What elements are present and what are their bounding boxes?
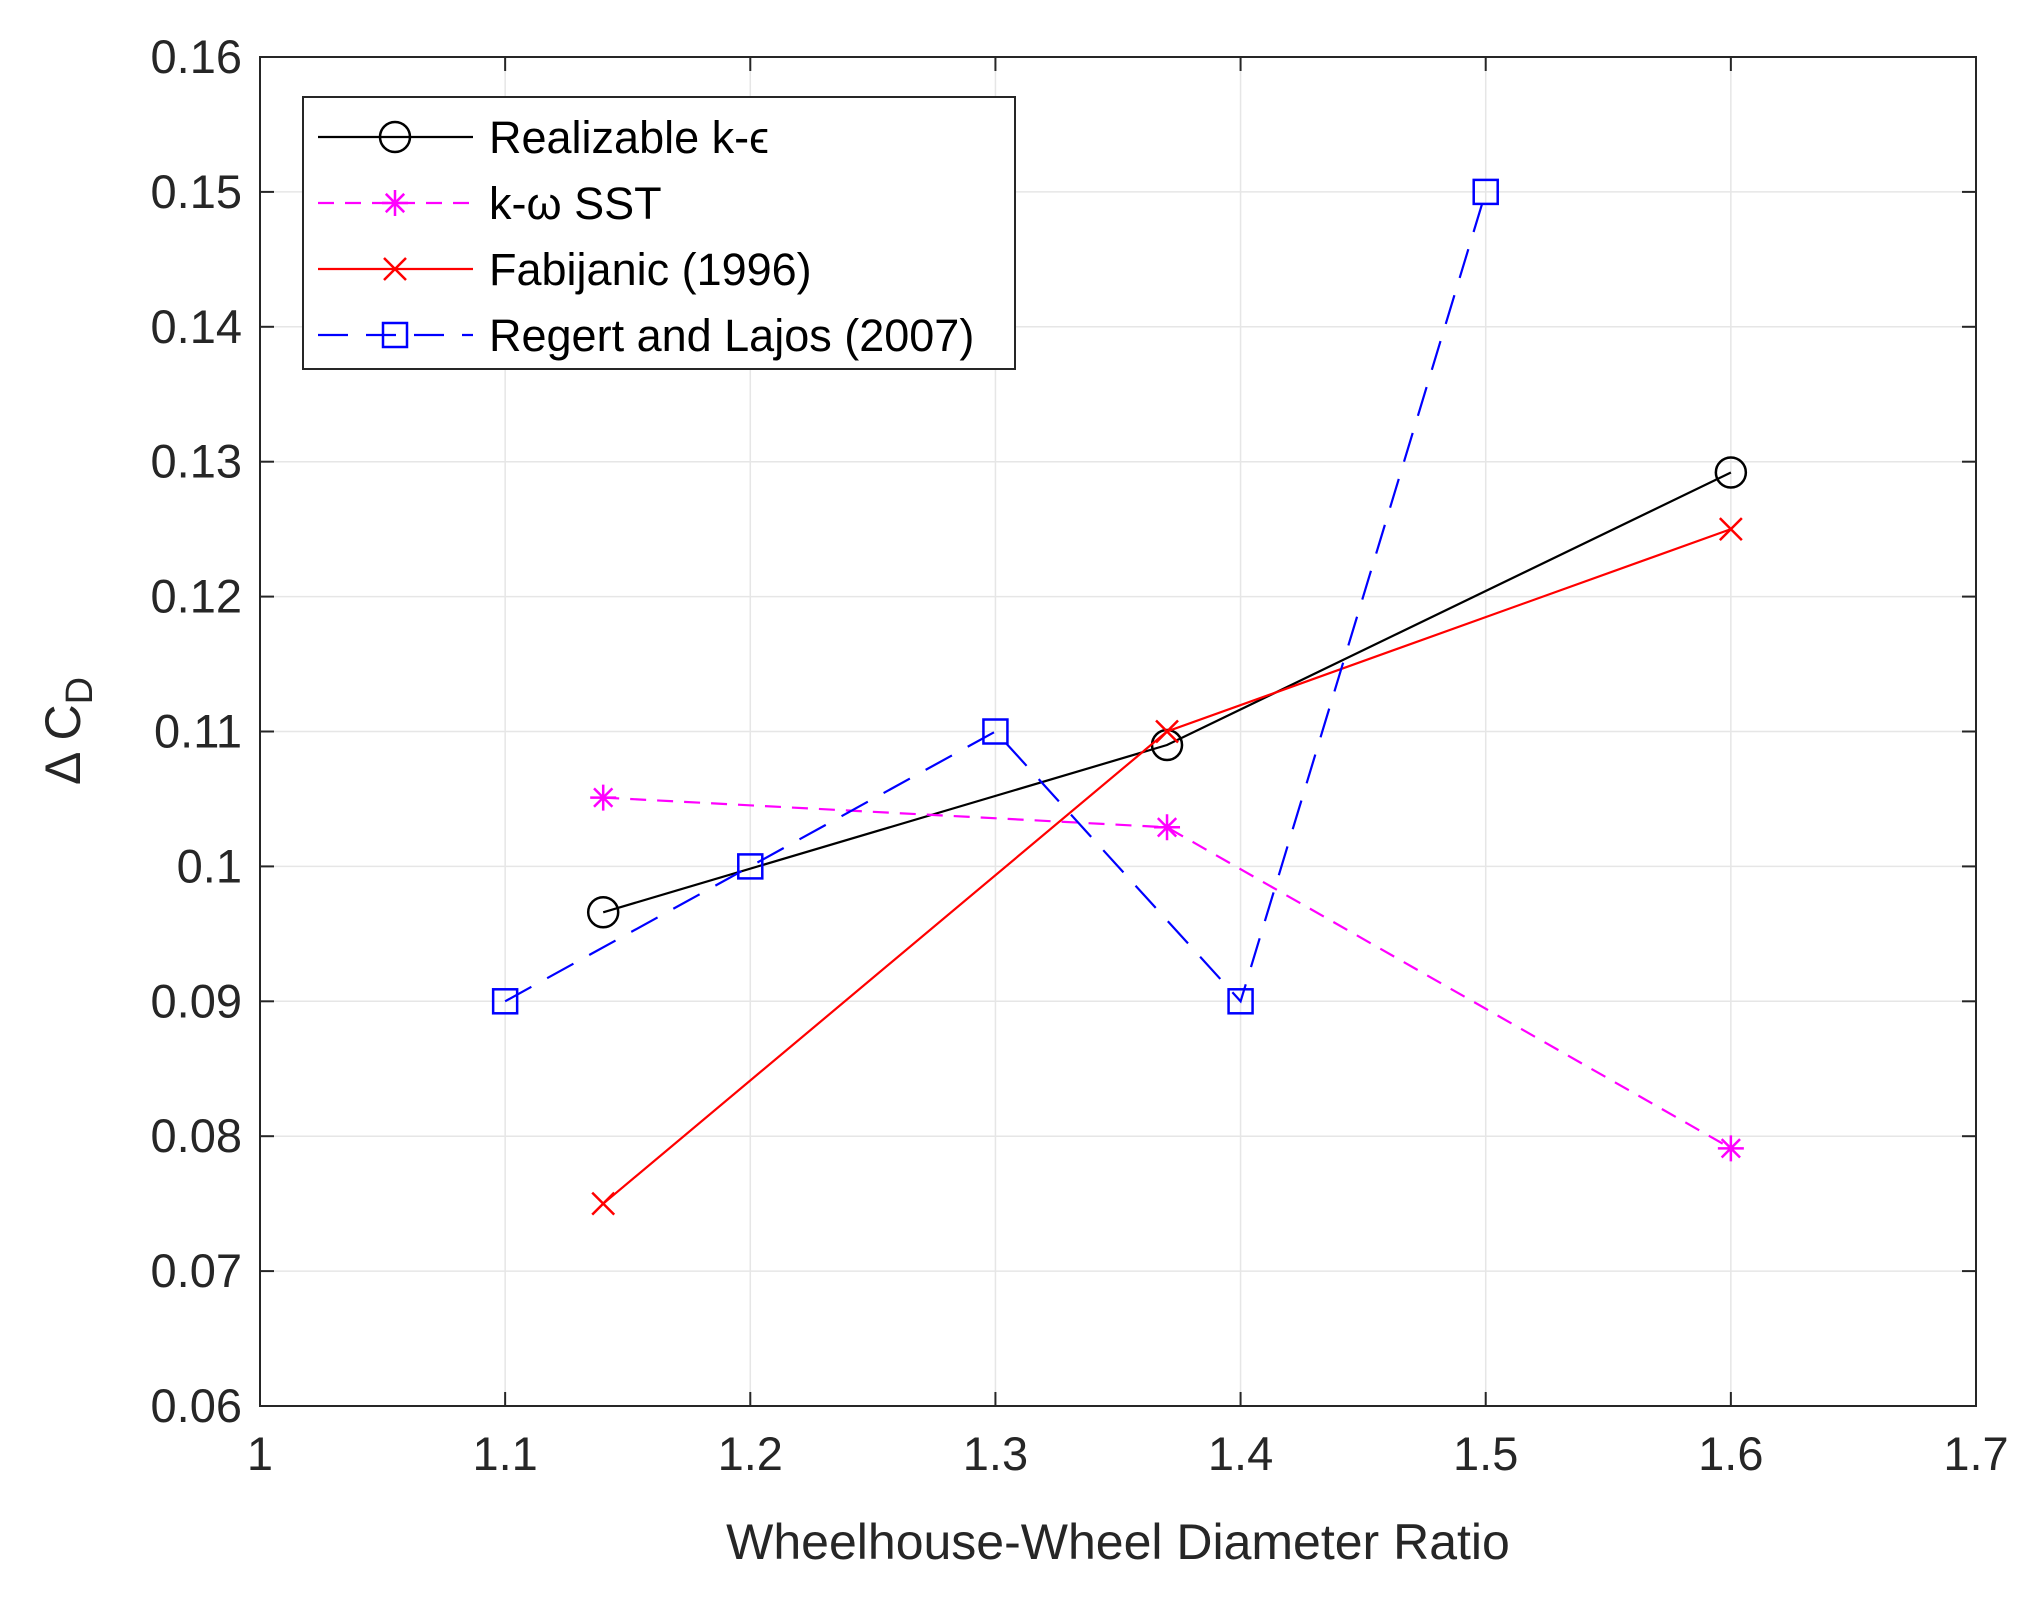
x-tick-label: 1.1 [472, 1427, 537, 1480]
y-axis-label: Δ CD [35, 677, 101, 785]
legend: Realizable k-ϵ k-ω SST Fabijanic (1996) Reg… [302, 96, 1016, 370]
legend-entry: Fabijanic (1996) [318, 244, 812, 295]
legend-label: Regert and Lajos (2007) [489, 310, 974, 361]
data-point [591, 1191, 616, 1216]
data-point [982, 718, 1009, 745]
legend-entries: Realizable k-ϵ k-ω SST Fabijanic (1996) Reg… [318, 112, 974, 361]
data-point [737, 853, 764, 880]
y-tick-label: 0.14 [151, 300, 242, 353]
legend-box [302, 96, 1016, 370]
legend-entry: k-ω SST [318, 178, 662, 229]
y-tick-label: 0.06 [151, 1379, 242, 1432]
data-point [491, 988, 519, 1015]
data-point [1472, 178, 1499, 206]
legend-marker [378, 120, 412, 154]
y-tick-label: 0.12 [151, 570, 242, 623]
y-tick-label: 0.1 [177, 839, 242, 892]
data-point [1154, 814, 1181, 841]
y-tick-label: 0.07 [151, 1244, 242, 1297]
y-tick-label: 0.08 [151, 1109, 242, 1162]
x-tick-label: 1.5 [1453, 1427, 1518, 1480]
y-tick-label: 0.13 [151, 435, 242, 488]
x-tick-label: 1.4 [1208, 1427, 1273, 1480]
data-point [1227, 988, 1254, 1015]
x-tick-label: 1.3 [963, 1427, 1028, 1480]
legend-marker [383, 257, 407, 281]
data-point [1714, 456, 1748, 489]
legend-label: Realizable k-ϵ [489, 112, 769, 163]
x-tick-label: 1 [247, 1427, 273, 1480]
series-2 [590, 784, 1744, 1162]
series-layer [491, 178, 1748, 1216]
data-point [590, 784, 617, 811]
legend-label: Fabijanic (1996) [489, 244, 812, 295]
series-line [602, 471, 1732, 914]
x-tick-label: 1.7 [1943, 1427, 2008, 1480]
data-point [1718, 517, 1743, 542]
data-point [586, 896, 620, 929]
legend-entry: Realizable k-ϵ [318, 112, 769, 163]
y-tick-label: 0.15 [151, 165, 242, 218]
y-tick-label: 0.11 [154, 705, 242, 758]
data-point [1717, 1135, 1744, 1162]
x-axis-label: Wheelhouse-Wheel Diameter Ratio [726, 1514, 1510, 1570]
series-3 [591, 517, 1743, 1216]
x-tick-label: 1.2 [718, 1427, 783, 1480]
data-point [1155, 719, 1179, 744]
legend-marker [382, 190, 408, 216]
series-4 [491, 178, 1499, 1015]
x-tick-label: 1.6 [1698, 1427, 1763, 1480]
y-tick-label: 0.09 [151, 974, 242, 1027]
y-tick-label: 0.16 [151, 30, 242, 83]
legend-label: k-ω SST [489, 178, 662, 229]
legend-marker [381, 321, 409, 349]
legend-entry: Regert and Lajos (2007) [318, 310, 974, 361]
tick-labels: 1 1.1 1.2 1.3 1.4 1.5 1.6 1.7 0.06 0.07 0.08 0.09 0.… [151, 30, 2009, 1480]
series-line [504, 191, 1487, 1004]
